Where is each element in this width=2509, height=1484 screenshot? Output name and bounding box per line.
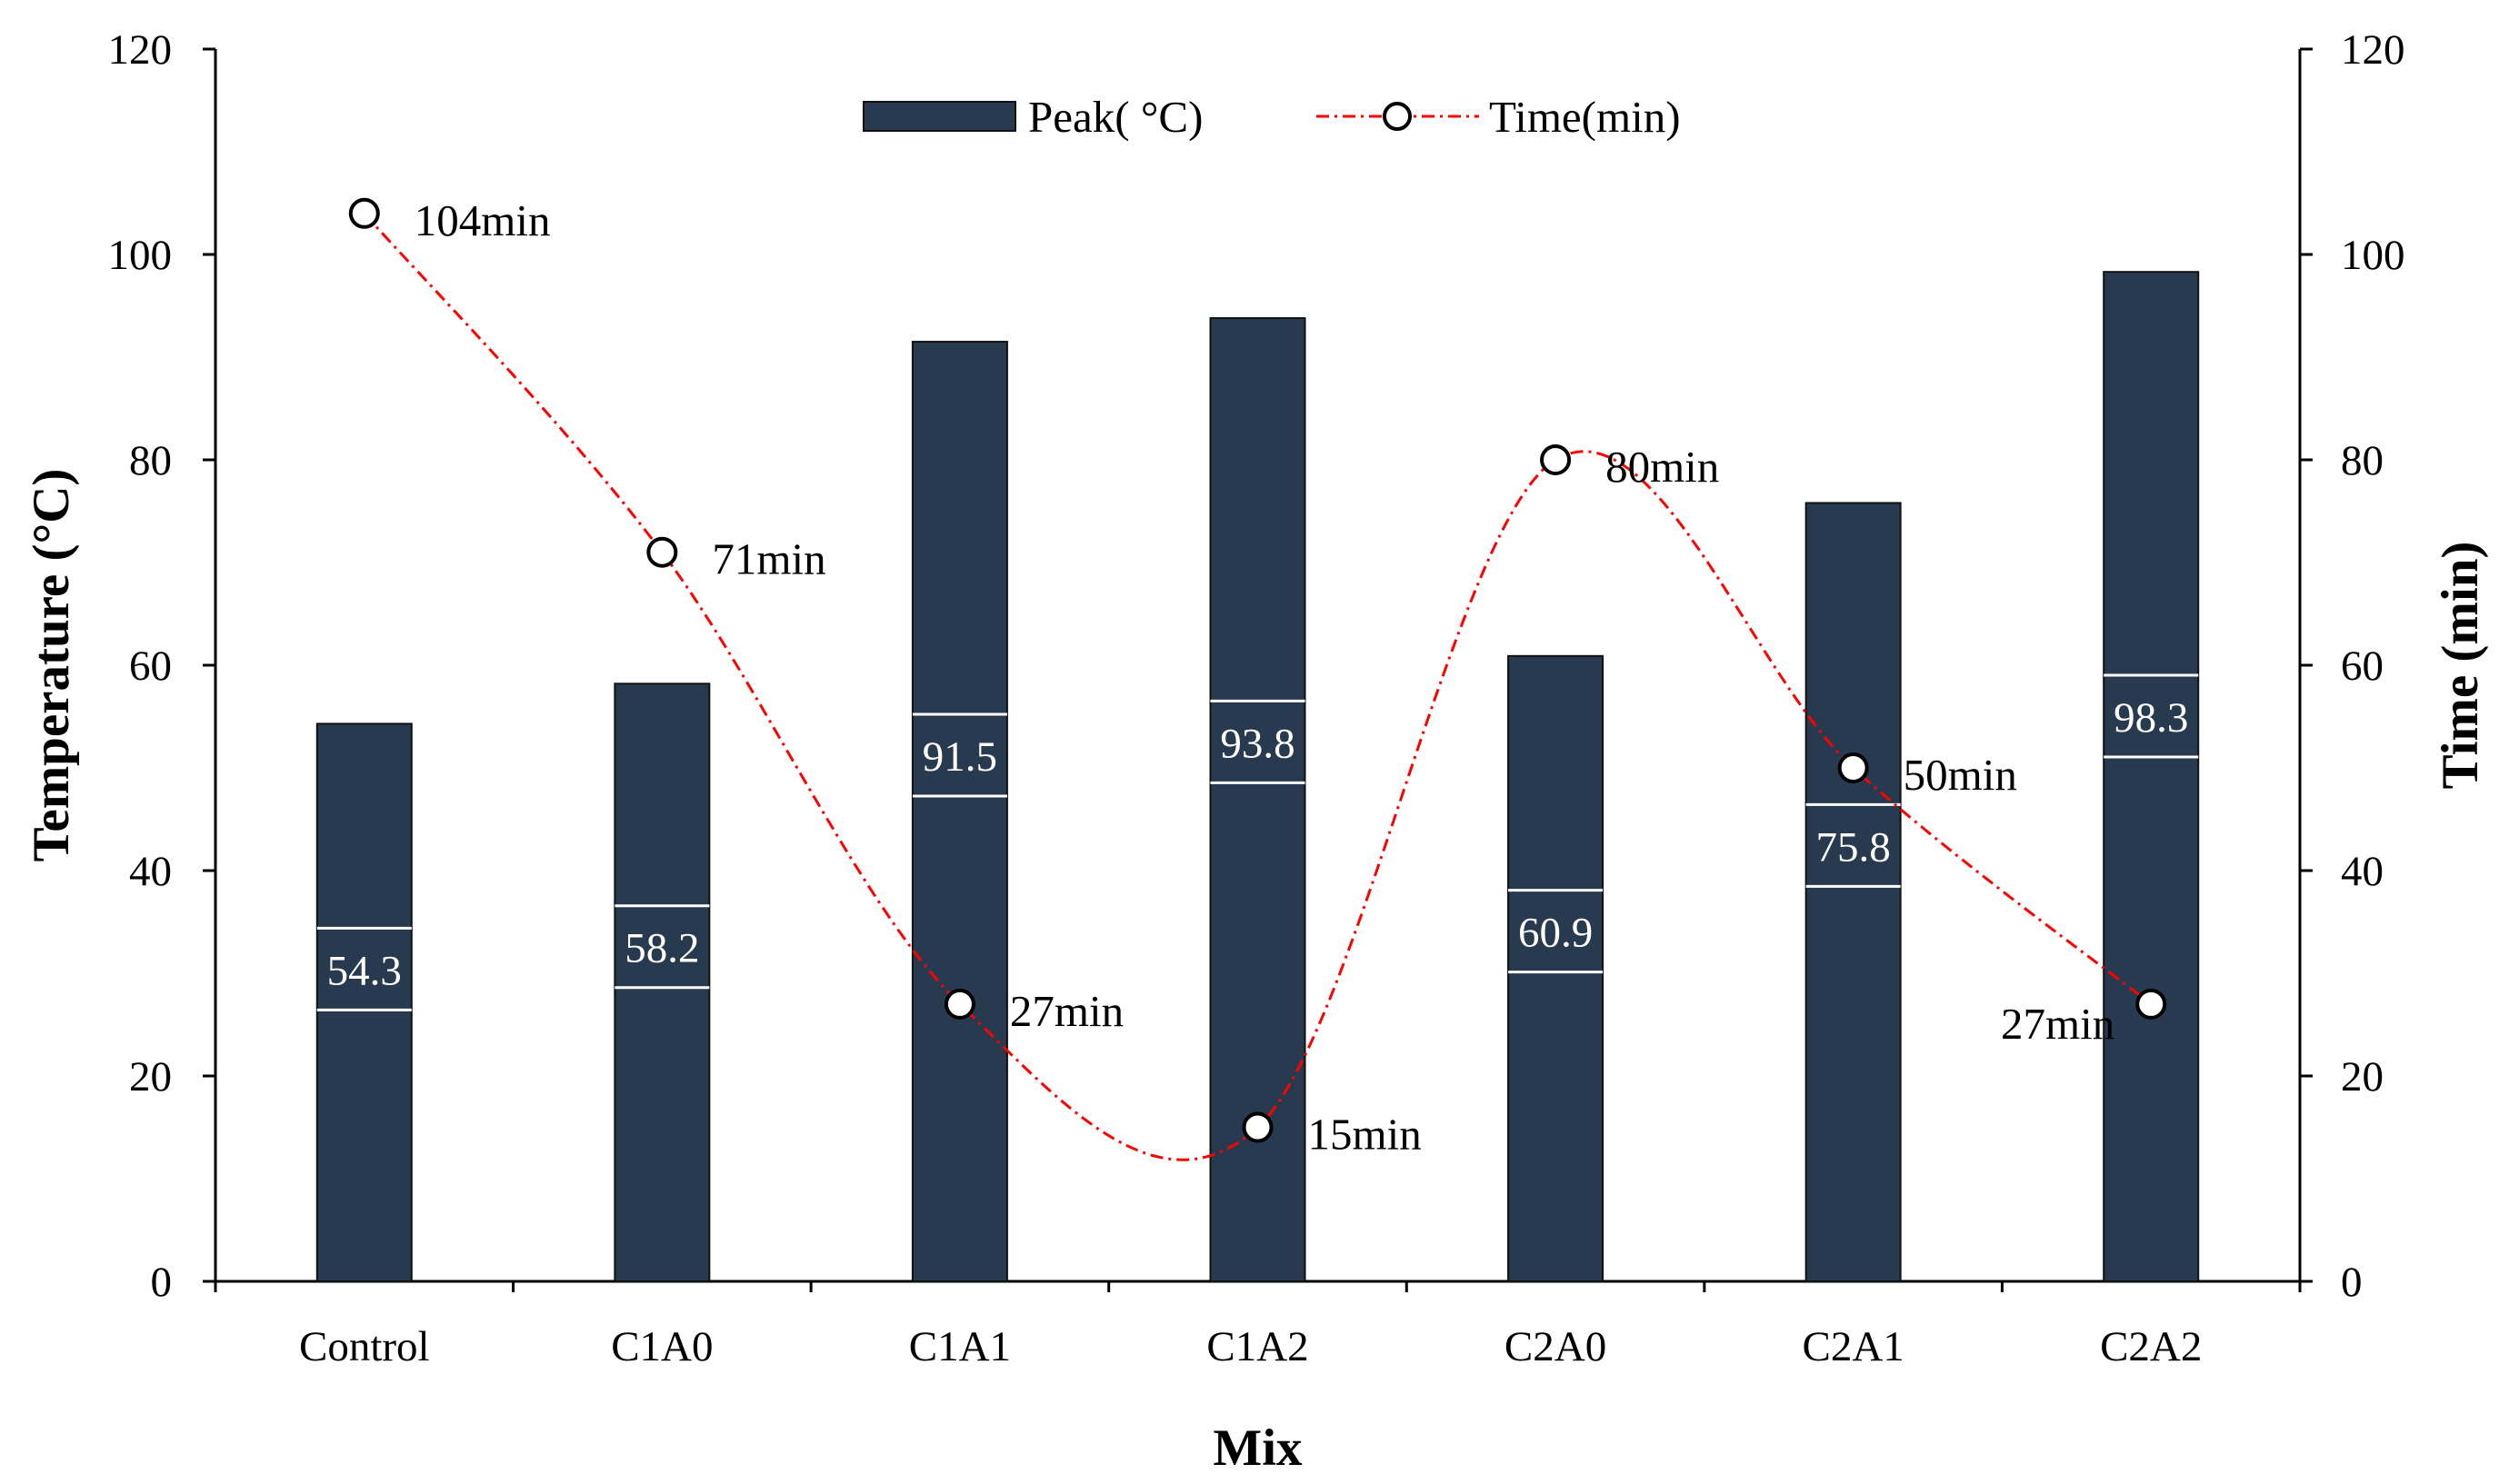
bar <box>2103 271 2200 1283</box>
x-ticks: Control C1A0 C1A1 C1A2 C2A0 C2A1 C2A2 <box>214 1281 2302 1370</box>
time-marker <box>944 988 975 1020</box>
time-value-label: 27min <box>2001 999 2114 1049</box>
legend-line-marker <box>1383 102 1412 131</box>
bar <box>1507 654 1604 1282</box>
left-y-ticks: 0 20 40 60 80 100 120 <box>108 26 215 1306</box>
right-tick-label: 80 <box>2341 437 2384 484</box>
time-value-label: 71min <box>712 534 825 584</box>
category-label: C2A0 <box>1504 1323 1606 1370</box>
bar-value-label: 58.2 <box>625 925 699 972</box>
right-y-ticks: 0 20 40 60 80 100 120 <box>2300 26 2405 1306</box>
time-value-label: 80min <box>1605 442 1719 492</box>
legend-bar-swatch <box>863 101 1016 132</box>
time-value-label: 15min <box>1308 1110 1422 1160</box>
right-tick-label: 120 <box>2341 26 2405 74</box>
y-axis-title-right: Time (min) <box>2432 542 2489 790</box>
right-tick-label: 20 <box>2341 1053 2384 1101</box>
left-tick-label: 20 <box>129 1053 172 1101</box>
time-labels: 104min 71min 27min 15min 80min 50min 27min <box>415 195 2114 1160</box>
bar-value-label: 91.5 <box>923 733 997 781</box>
time-marker <box>348 197 380 229</box>
category-label: C2A2 <box>2100 1323 2202 1370</box>
left-tick-label: 80 <box>129 437 172 484</box>
time-value-label: 27min <box>1010 986 1124 1036</box>
category-label: C1A2 <box>1206 1323 1308 1370</box>
legend-label-peak: Peak( °C) <box>1028 92 1203 142</box>
bar-value-label: 98.3 <box>2114 694 2188 742</box>
legend-label-time: Time(min) <box>1489 92 1681 142</box>
category-label: Control <box>299 1323 430 1370</box>
time-marker <box>646 536 678 568</box>
time-value-label: 50min <box>1904 750 2017 800</box>
bar-value-label: 93.8 <box>1220 720 1294 767</box>
bar <box>315 722 413 1282</box>
legend: Peak( °C) Time(min) <box>863 92 1681 142</box>
bar-value-label: 60.9 <box>1518 910 1593 957</box>
right-tick-label: 60 <box>2341 642 2384 690</box>
left-tick-label: 100 <box>108 232 173 279</box>
time-marker <box>1540 444 1572 475</box>
right-tick-label: 100 <box>2341 232 2405 279</box>
line-markers <box>348 197 2167 1143</box>
x-axis-title: Mix <box>1213 1419 1303 1477</box>
right-tick-label: 40 <box>2341 848 2384 895</box>
bar-value-label: 75.8 <box>1816 823 1891 871</box>
time-value-label: 104min <box>415 195 551 245</box>
category-label: C1A1 <box>909 1323 1011 1370</box>
left-tick-label: 0 <box>151 1259 173 1306</box>
time-marker <box>1837 752 1869 783</box>
left-tick-label: 60 <box>129 642 172 690</box>
category-label: C1A0 <box>611 1323 713 1370</box>
left-tick-label: 120 <box>108 26 173 74</box>
category-label: C2A1 <box>1802 1323 1904 1370</box>
bar <box>1804 502 1902 1282</box>
time-marker <box>2135 988 2167 1020</box>
right-tick-label: 0 <box>2341 1259 2363 1306</box>
bar-value-label: 54.3 <box>327 947 402 994</box>
y-axis-title-left: Temperature (°C) <box>23 469 80 862</box>
bar-series: 54.3 58.2 91.5 93.8 60.9 75.8 98.3 <box>315 271 2200 1283</box>
time-marker <box>1242 1111 1274 1143</box>
left-tick-label: 40 <box>129 848 172 895</box>
bar <box>614 682 711 1282</box>
bar <box>911 341 1008 1282</box>
